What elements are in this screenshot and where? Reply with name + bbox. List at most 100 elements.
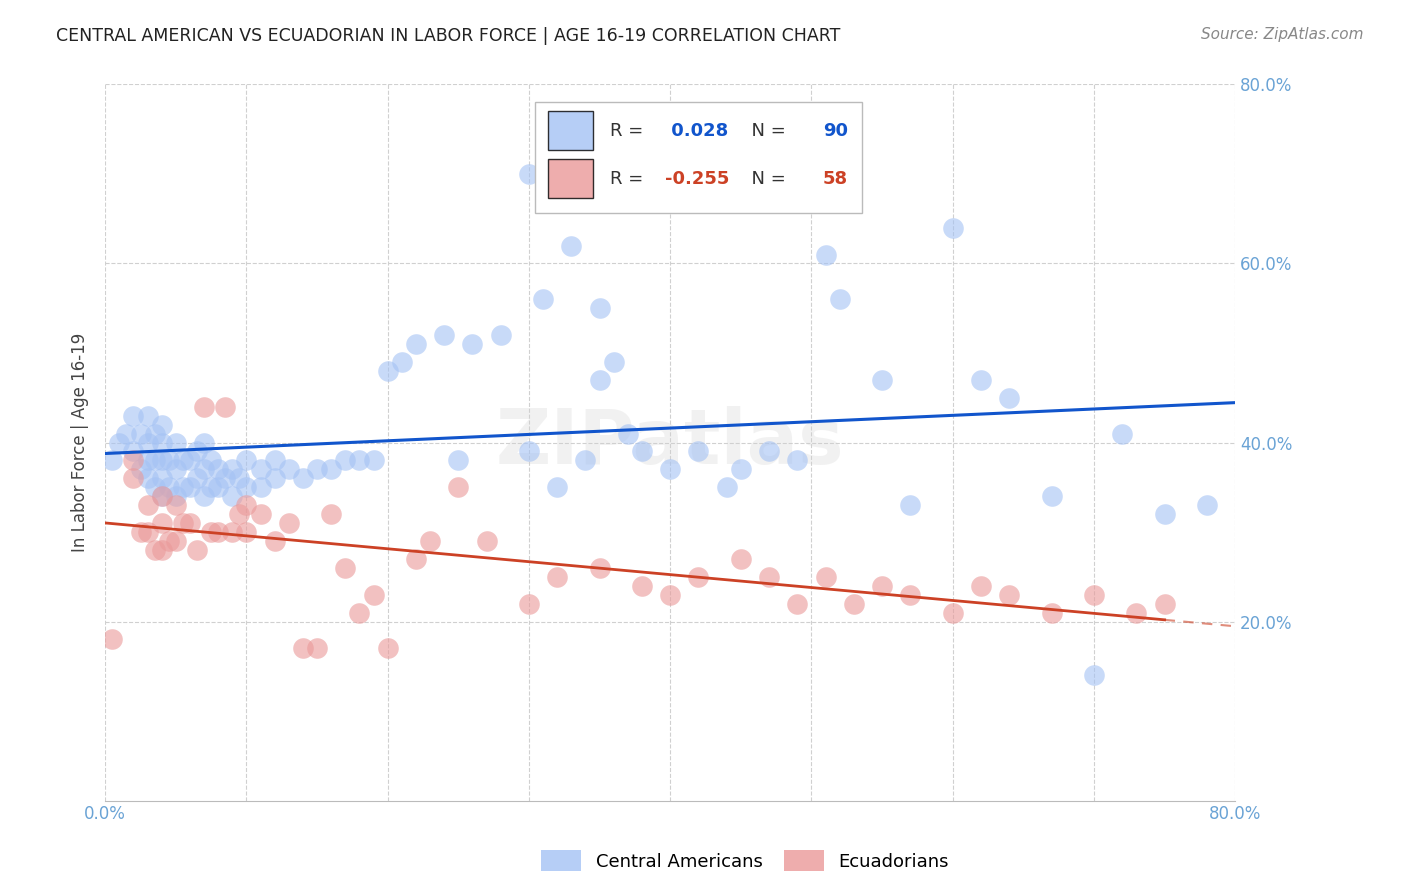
Text: 58: 58 <box>823 169 848 187</box>
Point <box>377 364 399 378</box>
Point <box>143 480 166 494</box>
Point <box>602 355 624 369</box>
Point <box>221 489 243 503</box>
Point <box>129 462 152 476</box>
Point <box>165 534 187 549</box>
Text: N =: N = <box>741 169 792 187</box>
Point <box>200 524 222 539</box>
Point <box>150 435 173 450</box>
Point <box>157 453 180 467</box>
Point <box>186 471 208 485</box>
Point <box>842 597 865 611</box>
Point <box>489 328 512 343</box>
Point <box>165 498 187 512</box>
Point <box>1083 588 1105 602</box>
Point <box>207 524 229 539</box>
Point <box>179 516 201 530</box>
Point <box>122 409 145 423</box>
Point <box>631 579 654 593</box>
Point <box>115 426 138 441</box>
Point <box>631 444 654 458</box>
Point <box>998 588 1021 602</box>
Point <box>1040 489 1063 503</box>
Point <box>814 247 837 261</box>
Point <box>136 471 159 485</box>
Point <box>475 534 498 549</box>
Point <box>574 453 596 467</box>
Point <box>263 453 285 467</box>
Point <box>129 524 152 539</box>
Point <box>277 516 299 530</box>
Point <box>588 301 610 316</box>
Point <box>730 462 752 476</box>
Point <box>249 480 271 494</box>
Point <box>179 480 201 494</box>
Point <box>307 641 329 656</box>
Point <box>447 480 470 494</box>
Point <box>214 400 236 414</box>
Text: -0.255: -0.255 <box>665 169 728 187</box>
Point <box>998 391 1021 405</box>
Point <box>143 543 166 558</box>
Point <box>136 498 159 512</box>
Point <box>101 453 124 467</box>
Text: R =: R = <box>610 121 650 140</box>
Point <box>405 337 427 351</box>
FancyBboxPatch shape <box>548 111 593 151</box>
Point <box>165 462 187 476</box>
Point <box>249 507 271 521</box>
Point <box>970 373 993 387</box>
Point <box>1040 606 1063 620</box>
Point <box>828 293 851 307</box>
Point <box>228 507 250 521</box>
Point <box>150 417 173 432</box>
Point <box>129 426 152 441</box>
Point <box>291 641 314 656</box>
Point <box>263 534 285 549</box>
Point <box>688 570 710 584</box>
Point <box>263 471 285 485</box>
Point <box>786 597 808 611</box>
Point <box>143 453 166 467</box>
Point <box>136 435 159 450</box>
Point <box>214 471 236 485</box>
Point <box>517 597 540 611</box>
Text: 90: 90 <box>823 121 848 140</box>
Point <box>157 534 180 549</box>
Point <box>193 489 215 503</box>
Point <box>193 435 215 450</box>
Point <box>291 471 314 485</box>
Point <box>546 570 568 584</box>
Text: ZIPatlas: ZIPatlas <box>496 406 845 480</box>
Point <box>235 524 257 539</box>
Point <box>136 409 159 423</box>
Point <box>730 552 752 566</box>
Point <box>588 561 610 575</box>
Point <box>898 588 921 602</box>
Point <box>150 543 173 558</box>
Point <box>970 579 993 593</box>
Point <box>277 462 299 476</box>
Point <box>221 524 243 539</box>
Point <box>200 480 222 494</box>
Point <box>588 373 610 387</box>
Point <box>870 373 893 387</box>
Point <box>321 462 343 476</box>
Point <box>143 426 166 441</box>
Point <box>157 480 180 494</box>
Point <box>179 453 201 467</box>
Point <box>136 453 159 467</box>
Point <box>942 220 965 235</box>
Point <box>122 444 145 458</box>
FancyBboxPatch shape <box>534 103 862 213</box>
Point <box>321 507 343 521</box>
Point <box>659 462 682 476</box>
Point <box>172 453 194 467</box>
Point <box>1125 606 1147 620</box>
Point <box>349 606 371 620</box>
Point <box>150 471 173 485</box>
Point <box>942 606 965 620</box>
Point <box>221 462 243 476</box>
Point <box>122 471 145 485</box>
Point <box>249 462 271 476</box>
